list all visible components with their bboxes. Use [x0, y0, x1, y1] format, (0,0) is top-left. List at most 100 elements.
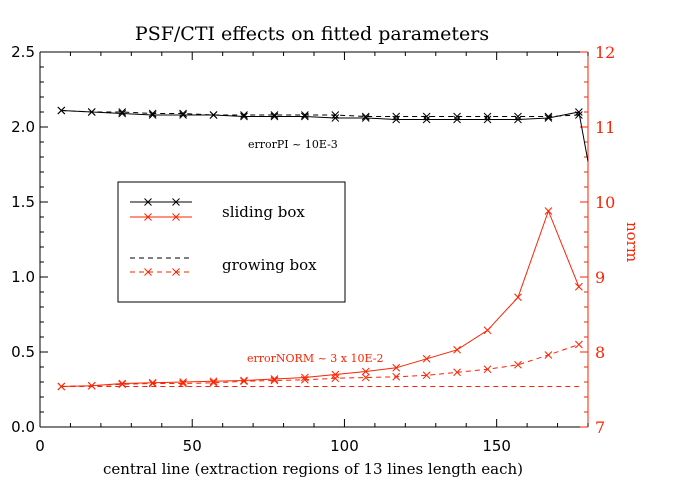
data-point-pi_growing	[514, 112, 522, 121]
data-point-norm_growing	[331, 374, 340, 383]
y-right-tick-label: 11	[595, 118, 615, 137]
y-left-tick-label: 1.5	[11, 193, 35, 211]
data-point-pi_growing	[240, 111, 248, 119]
data-point-norm_growing	[301, 375, 309, 384]
data-point-norm_sliding	[331, 370, 340, 379]
data-point-pi_sliding	[453, 115, 461, 124]
data-point-pi_growing	[118, 108, 127, 116]
data-point-pi_sliding	[361, 114, 370, 122]
data-point-norm_sliding	[148, 378, 157, 387]
y-right-tick-label: 12	[595, 43, 615, 62]
y-axis-right-label: norm	[623, 222, 641, 262]
legend-label-growing: growing box	[222, 256, 317, 274]
data-point-norm_sliding	[544, 207, 553, 215]
data-point-norm_sliding	[422, 354, 431, 363]
x-axis-label: central line (extraction regions of 13 l…	[103, 460, 523, 478]
y-left-tick-label: 0.5	[11, 343, 35, 361]
y-right-tick-label: 8	[595, 343, 605, 362]
data-point-pi_growing	[209, 111, 218, 119]
data-point-pi_growing	[148, 109, 157, 118]
data-point-norm_growing	[453, 368, 461, 377]
data-point-norm_growing	[544, 351, 553, 359]
y-left-tick-label: 1.0	[11, 268, 35, 286]
data-point-pi_growing	[270, 111, 279, 119]
legend-box	[117, 181, 346, 303]
data-point-pi_growing	[57, 106, 66, 115]
chart-title: PSF/CTI effects on fitted parameters	[135, 23, 489, 45]
data-point-norm_growing	[392, 372, 401, 381]
series-layer	[57, 106, 589, 391]
data-point-pi_sliding	[148, 111, 157, 119]
x-tick-label: 150	[482, 437, 511, 455]
data-point-norm_growing	[148, 379, 157, 388]
data-point-pi_sliding	[240, 112, 248, 121]
series-line-pi_growing	[61, 110, 579, 117]
data-point-norm_sliding	[209, 377, 218, 386]
data-point-norm_sliding	[118, 379, 127, 388]
data-point-pi_sliding	[422, 115, 431, 124]
data-point-norm_sliding	[392, 363, 401, 372]
series-line-norm_growing	[61, 344, 580, 387]
data-point-pi_growing	[87, 108, 96, 116]
data-point-norm_growing	[575, 340, 583, 349]
data-point-norm_sliding	[453, 345, 461, 354]
data-point-pi_growing	[331, 111, 340, 119]
data-point-norm_sliding	[240, 376, 248, 385]
x-tick-label: 0	[35, 437, 45, 455]
data-point-norm_growing	[422, 371, 431, 380]
data-point-pi_sliding	[392, 115, 401, 124]
data-point-norm_growing	[270, 376, 279, 385]
data-point-pi_growing	[301, 111, 309, 119]
series-line-norm_sliding	[61, 209, 580, 387]
series-line-pi_sliding	[61, 110, 589, 162]
y-left-tick-label: 0.0	[11, 418, 35, 436]
annotation-norm-error: errorNORM ~ 3 x 10E-2	[247, 352, 383, 365]
data-point-pi_sliding	[179, 111, 187, 119]
data-point-norm_growing	[361, 373, 370, 382]
data-point-pi_growing	[483, 112, 492, 121]
data-point-pi_sliding	[575, 108, 583, 116]
data-point-norm_growing	[179, 379, 187, 388]
data-point-norm_sliding	[483, 326, 492, 335]
data-point-pi_growing	[361, 112, 370, 121]
legend-sample-sliding-norm	[130, 213, 192, 221]
data-point-pi_growing	[422, 112, 431, 121]
ticks: 0 50 100 150 0.0 0.5 1.0 1.5 2.0 2.5 7 8 9 10 11 12	[11, 43, 615, 455]
legend-sample-sliding-pi	[130, 198, 192, 206]
data-point-norm_sliding	[270, 375, 279, 383]
data-point-pi_growing	[575, 111, 583, 119]
data-point-norm_sliding	[575, 282, 583, 291]
data-point-pi_growing	[179, 109, 187, 118]
data-point-norm_sliding	[514, 293, 522, 302]
y-right-tick-label: 7	[595, 418, 605, 437]
data-point-norm_sliding	[179, 378, 187, 386]
y-right-tick-label: 9	[595, 268, 605, 287]
data-point-pi_sliding	[483, 115, 492, 124]
legend: sliding box growing box	[117, 181, 346, 303]
data-point-pi_growing	[544, 112, 553, 121]
y-left-tick-label: 2.0	[11, 118, 35, 136]
x-tick-label: 100	[330, 437, 359, 455]
data-point-pi_sliding	[270, 112, 279, 121]
data-point-pi_sliding	[118, 109, 127, 118]
x-tick-label: 50	[183, 437, 202, 455]
legend-label-sliding: sliding box	[222, 203, 305, 221]
data-point-pi_growing	[392, 112, 401, 121]
y-left-tick-label: 2.5	[11, 43, 35, 61]
data-point-pi_sliding	[544, 114, 553, 122]
data-point-norm_growing	[87, 381, 96, 390]
y-right-tick-label: 10	[595, 193, 615, 212]
annotation-pi-error: errorPI ~ 10E-3	[248, 138, 338, 151]
data-point-pi_sliding	[301, 112, 309, 121]
legend-sample-growing-norm	[130, 268, 192, 276]
data-point-norm_growing	[514, 360, 522, 369]
data-point-norm_growing	[240, 377, 248, 386]
data-point-pi_sliding	[331, 114, 340, 122]
data-point-norm_growing	[209, 378, 218, 387]
data-point-pi_growing	[453, 112, 461, 121]
data-point-norm_growing	[483, 365, 492, 374]
data-point-pi_sliding	[514, 115, 522, 124]
data-point-norm_sliding	[361, 367, 370, 376]
